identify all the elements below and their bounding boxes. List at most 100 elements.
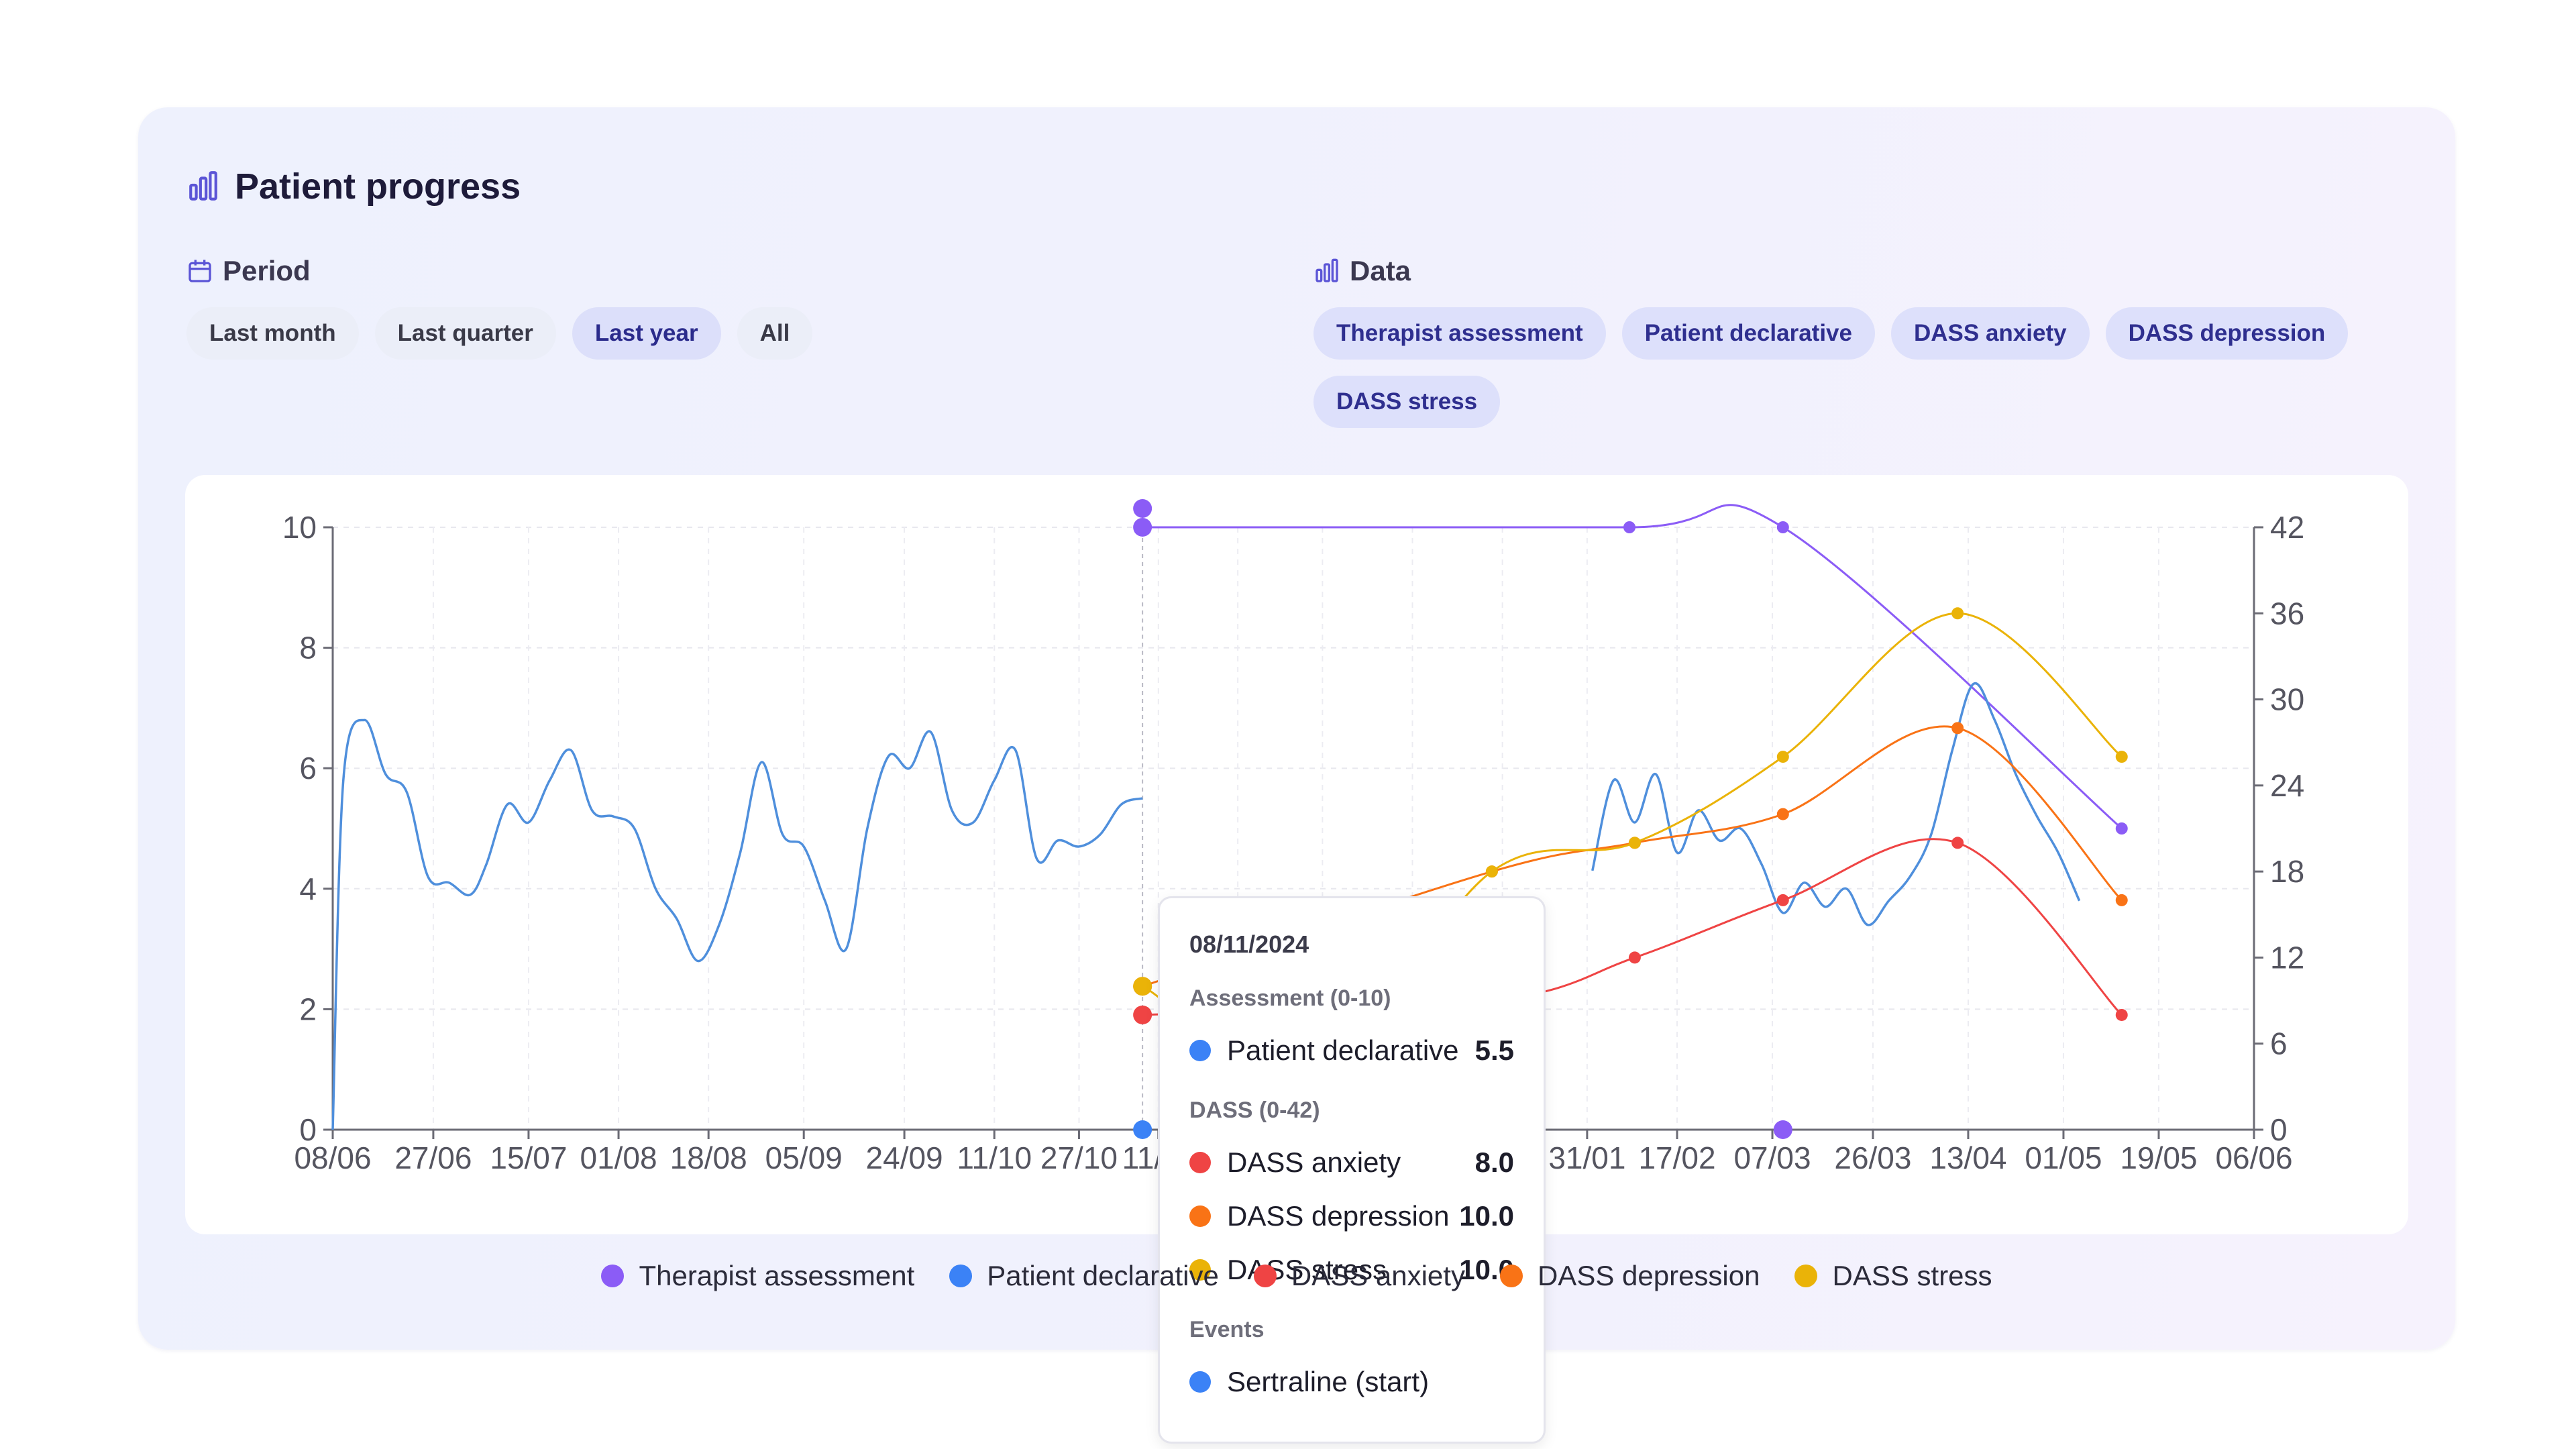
data-series-selector: Therapist assessment Patient declarative… <box>1313 307 2373 428</box>
x-tick-label: 31/01 <box>1548 1140 1625 1175</box>
x-tick-label: 13/04 <box>1929 1140 2006 1175</box>
bar-chart-icon <box>189 171 217 201</box>
card-header: Patient progress <box>186 160 521 213</box>
x-tick-label: 01/08 <box>580 1140 657 1175</box>
patient-declarative-line <box>1591 682 2081 926</box>
x-tick-label: 07/03 <box>1733 1140 1811 1175</box>
tooltip-stress-label: DASS stress <box>1227 1254 1387 1285</box>
data-label-text: Data <box>1350 255 1411 286</box>
dass-depression-point <box>1776 808 1789 820</box>
y-right-tick-label: 36 <box>2270 596 2304 631</box>
legend-anxiety-label: DASS anxiety <box>1291 1260 1465 1291</box>
tooltip-depression-label: DASS depression <box>1227 1200 1450 1232</box>
y-left-tick-label: 8 <box>299 631 317 665</box>
therapist-assessment-line <box>1142 504 2123 830</box>
event-point <box>1133 1120 1152 1139</box>
event-dot-icon <box>1189 1371 1211 1393</box>
legend-stress-label: DASS stress <box>1832 1260 1992 1291</box>
tooltip-events-heading: Events <box>1189 1317 1265 1342</box>
stress-dot-icon <box>1189 1259 1211 1281</box>
period-last-month[interactable]: Last month <box>186 307 359 360</box>
anxiety-dot-icon <box>1189 1152 1211 1173</box>
legend-depression[interactable]: DASS depression <box>1499 1260 1760 1292</box>
x-tick-label: 26/03 <box>1834 1140 1911 1175</box>
tooltip-row-anxiety: DASS anxiety 8.0 <box>1189 1136 1514 1189</box>
depression-dot-icon <box>1189 1205 1211 1227</box>
x-tick-label: 11/10 <box>957 1140 1032 1175</box>
y-right-tick-label: 6 <box>2270 1026 2288 1061</box>
y-left-tick-label: 6 <box>299 751 317 786</box>
patient-dot-icon <box>1189 1040 1211 1061</box>
legend-anxiety[interactable]: DASS anxiety <box>1253 1260 1465 1292</box>
toggle-patient-declarative[interactable]: Patient declarative <box>1621 307 1875 360</box>
period-all[interactable]: All <box>737 307 813 360</box>
tooltip-dass-heading: DASS (0-42) <box>1189 1097 1320 1123</box>
toggle-dass-anxiety[interactable]: DASS anxiety <box>1890 307 2090 360</box>
depression-dot-icon <box>1499 1265 1523 1287</box>
legend-therapist-label: Therapist assessment <box>639 1260 915 1291</box>
dass-anxiety-point <box>1133 1005 1152 1024</box>
dass-stress-point <box>1133 977 1152 996</box>
y-right-tick-label: 24 <box>2270 768 2304 803</box>
dass-depression-point <box>1951 722 1964 735</box>
dass-stress-point <box>1628 837 1641 849</box>
patient-declarative-line <box>331 718 1143 1130</box>
y-right-tick-label: 12 <box>2270 940 2304 975</box>
x-tick-label: 05/09 <box>765 1140 843 1175</box>
dass-anxiety-point <box>2115 1008 2128 1021</box>
legend-stress[interactable]: DASS stress <box>1794 1260 1992 1292</box>
chart-legend: Therapist assessment Patient declarative… <box>138 1260 2455 1292</box>
x-tick-label: 27/06 <box>394 1140 472 1175</box>
tooltip-row-event: Sertraline (start) <box>1189 1355 1514 1409</box>
chart-tooltip: 08/11/2024 Assessment (0-10) Patient dec… <box>1158 896 1546 1444</box>
data-label: Data <box>1313 255 1411 287</box>
event-point <box>1773 1120 1792 1139</box>
dass-anxiety-point <box>1776 894 1789 906</box>
toggle-therapist-assessment[interactable]: Therapist assessment <box>1313 307 1606 360</box>
dass-anxiety-point <box>1951 837 1964 849</box>
tooltip-assessment-heading: Assessment (0-10) <box>1189 985 1391 1011</box>
dass-depression-point <box>2115 894 2128 906</box>
therapist-assessment-point <box>1776 521 1789 533</box>
therapist-assessment-point <box>2115 822 2128 835</box>
x-tick-label: 27/10 <box>1040 1140 1118 1175</box>
patient-progress-card: Patient progress Period Last month Last … <box>138 107 2455 1444</box>
x-tick-label: 15/07 <box>490 1140 567 1175</box>
stress-dot-icon <box>1794 1265 1818 1287</box>
x-tick-label: 19/05 <box>2120 1140 2197 1175</box>
page-title: Patient progress <box>235 166 521 207</box>
dass-stress-point <box>2115 751 2128 763</box>
tooltip-date: 08/11/2024 <box>1189 930 1309 958</box>
y-left-tick-label: 0 <box>299 1112 317 1147</box>
period-label-text: Period <box>223 255 311 286</box>
y-right-tick-label: 0 <box>2270 1112 2288 1147</box>
y-right-tick-label: 42 <box>2270 510 2304 545</box>
chart-panel: 0 2 4 6 8 10 0 6 12 18 24 30 36 42 08/06 27/06 15/07 01/0… <box>185 475 2408 1444</box>
tooltip-row-depression: DASS depression 10.0 <box>1189 1189 1514 1243</box>
toggle-dass-depression[interactable]: DASS depression <box>2105 307 2349 360</box>
dass-stress-point <box>1485 865 1498 878</box>
tooltip-patient-label: Patient declarative <box>1227 1034 1459 1066</box>
x-tick-label: 08/06 <box>294 1140 371 1175</box>
toggle-dass-stress[interactable]: DASS stress <box>1313 376 1501 428</box>
anxiety-dot-icon <box>1253 1265 1277 1287</box>
dass-anxiety-point <box>1628 951 1641 964</box>
legend-patient[interactable]: Patient declarative <box>949 1260 1219 1292</box>
y-right-tick-label: 18 <box>2270 854 2304 889</box>
tooltip-anxiety-label: DASS anxiety <box>1227 1146 1401 1178</box>
therapist-dot-icon <box>601 1265 625 1287</box>
tooltip-depression-value: 10.0 <box>1459 1200 1514 1232</box>
legend-therapist[interactable]: Therapist assessment <box>601 1260 914 1292</box>
x-tick-label: 18/08 <box>670 1140 747 1175</box>
period-selector: Last month Last quarter Last year All <box>186 307 813 360</box>
tooltip-anxiety-value: 8.0 <box>1474 1146 1514 1178</box>
y-left-tick-label: 2 <box>299 991 317 1026</box>
y-left-tick-label: 10 <box>282 510 317 545</box>
calendar-icon <box>189 260 211 282</box>
x-tick-label: 06/06 <box>2215 1140 2292 1175</box>
tooltip-patient-value: 5.5 <box>1474 1034 1514 1066</box>
x-tick-label: 17/02 <box>1638 1140 1715 1175</box>
period-last-quarter[interactable]: Last quarter <box>374 307 556 360</box>
period-last-year[interactable]: Last year <box>572 307 721 360</box>
tooltip-row-patient: Patient declarative 5.5 <box>1189 1024 1514 1077</box>
